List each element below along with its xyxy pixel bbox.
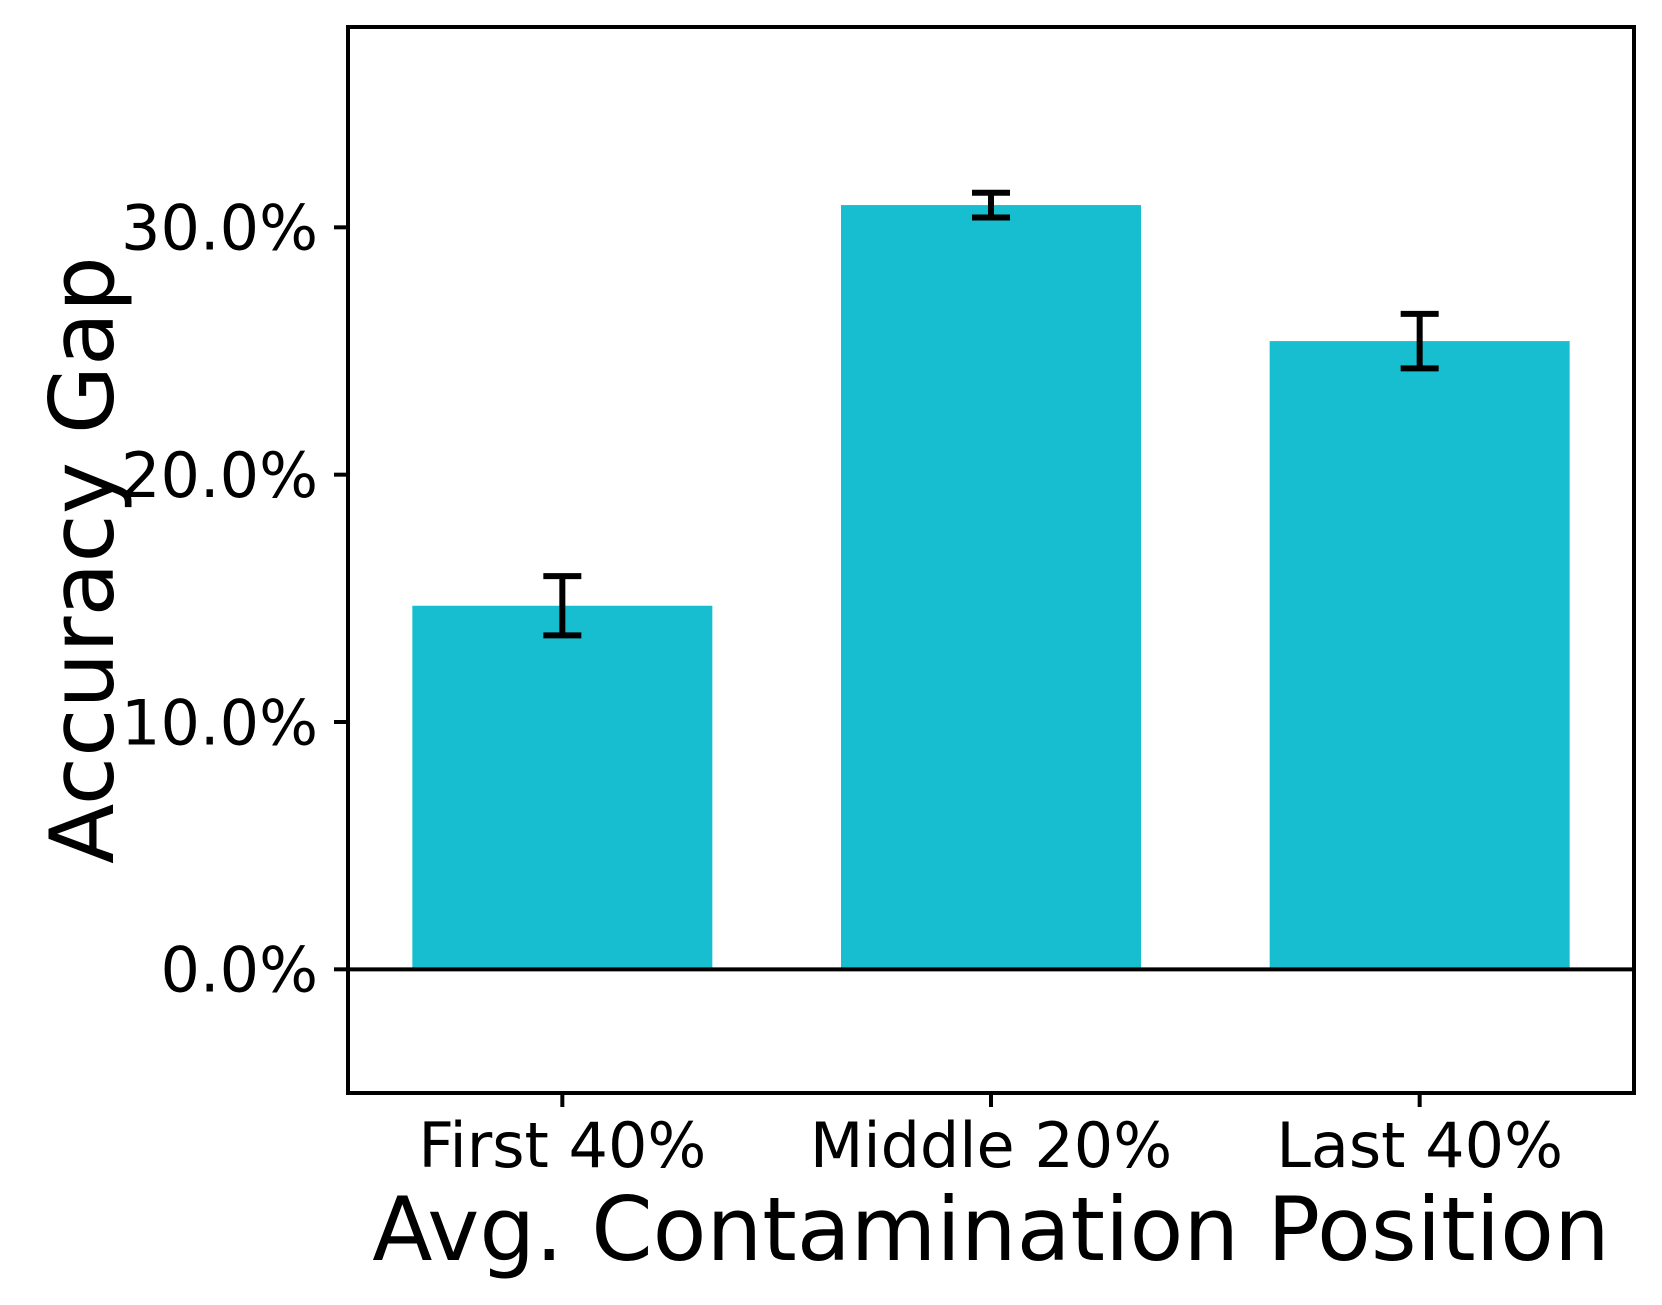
bar-last-40 <box>1269 341 1570 970</box>
x-tick-label-last-40: Last 40% <box>1276 1109 1563 1182</box>
bar-first-40 <box>412 605 713 970</box>
y-tick-label: 10.0% <box>121 686 318 759</box>
x-tick-label-first-40: First 40% <box>418 1109 706 1182</box>
error-bar-last-40 <box>1400 310 1439 372</box>
bar-middle-20 <box>841 205 1141 970</box>
x-tick-label-middle-20: Middle 20% <box>810 1109 1172 1182</box>
y-axis-label: Accuracy Gap <box>31 256 134 864</box>
y-tick-label: 0.0% <box>160 934 318 1007</box>
y-tick-label: 20.0% <box>121 439 318 512</box>
error-bar-middle-20 <box>972 189 1010 221</box>
error-bar-first-40 <box>543 573 582 639</box>
y-tick-label: 30.0% <box>121 192 318 265</box>
x-axis-label: Avg. Contamination Position <box>372 1178 1609 1281</box>
